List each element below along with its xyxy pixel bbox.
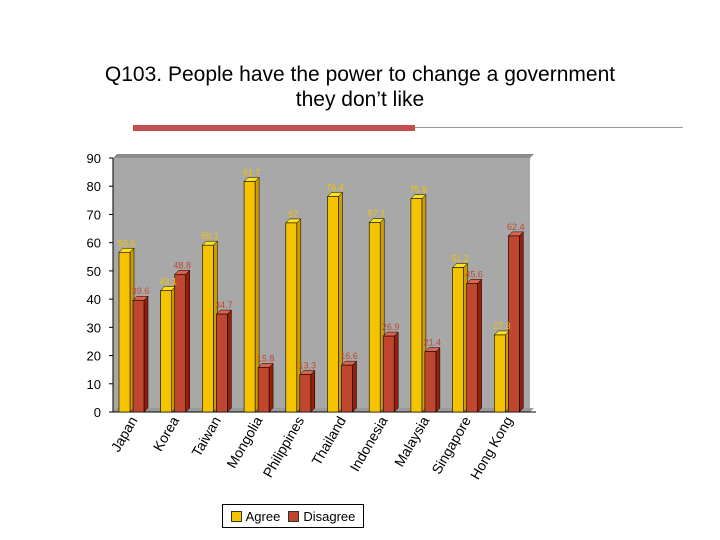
bar-disagree-side bbox=[519, 231, 524, 413]
y-tick-label: 70 bbox=[87, 207, 101, 222]
data-label-agree: 51.2 bbox=[451, 254, 469, 264]
x-category-label: Indonesia bbox=[346, 413, 390, 474]
y-tick-label: 80 bbox=[87, 179, 101, 194]
bar-disagree bbox=[424, 351, 437, 413]
bar-agree bbox=[410, 198, 423, 413]
data-label-disagree: 21.4 bbox=[424, 338, 442, 348]
bar-agree bbox=[452, 267, 464, 413]
x-category-label: Taiwan bbox=[188, 414, 224, 460]
chart-title: Q103. People have the power to change a … bbox=[104, 63, 616, 111]
data-label-agree: 59.1 bbox=[201, 231, 219, 241]
bar-disagree-side bbox=[185, 269, 190, 413]
bar-disagree-side bbox=[435, 347, 441, 413]
data-label-disagree: 15.8 bbox=[257, 353, 275, 363]
y-tick-label: 20 bbox=[87, 349, 101, 364]
data-label-agree: 76.4 bbox=[326, 182, 344, 192]
y-tick-label: 30 bbox=[87, 320, 101, 335]
bar-disagree bbox=[216, 313, 228, 413]
data-label-disagree: 26.9 bbox=[382, 322, 400, 332]
bar-disagree bbox=[299, 374, 312, 413]
bar-disagree-side bbox=[393, 331, 399, 413]
bar-disagree-side bbox=[227, 309, 232, 413]
data-label-agree: 67.1 bbox=[368, 209, 386, 219]
data-label-agree: 56.6 bbox=[118, 238, 136, 248]
bar-agree bbox=[243, 181, 256, 413]
legend-item-disagree: Disagree bbox=[288, 509, 355, 524]
data-label-agree: 75.6 bbox=[410, 185, 428, 195]
bar-chart: 0 10 20 30 40 50 60 70 80 90 56.6 39.6 Japan 43.1 48.8… bbox=[87, 151, 536, 483]
x-category-label: Japan bbox=[108, 414, 141, 455]
data-label-agree: 81.7 bbox=[243, 167, 261, 177]
chart-legend: Agree Disagree bbox=[222, 504, 364, 528]
data-label-disagree: 13.3 bbox=[299, 360, 317, 370]
y-tick-label: 60 bbox=[87, 236, 101, 251]
plot-top-edge bbox=[113, 154, 534, 158]
x-category-label: Philippines bbox=[260, 414, 308, 481]
bar-disagree-side bbox=[477, 278, 482, 413]
data-label-disagree: 39.6 bbox=[132, 286, 150, 296]
data-label-agree: 43.1 bbox=[159, 276, 177, 286]
x-category-label: Hong Kong bbox=[467, 414, 516, 483]
y-tick-label: 10 bbox=[87, 377, 101, 392]
y-tick-label: 0 bbox=[94, 405, 101, 420]
bar-disagree bbox=[174, 273, 186, 413]
y-tick-label: 40 bbox=[87, 292, 101, 307]
bar-disagree-side bbox=[352, 360, 357, 413]
bar-disagree bbox=[132, 299, 145, 413]
legend-swatch-agree bbox=[230, 510, 242, 522]
x-category-label: Mongolia bbox=[223, 413, 265, 470]
title-accent-rule bbox=[133, 125, 415, 131]
bar-agree bbox=[202, 244, 214, 413]
y-tick-label: 50 bbox=[87, 264, 101, 279]
bar-agree bbox=[493, 334, 506, 413]
data-label-disagree: 16.6 bbox=[340, 351, 358, 361]
legend-swatch-disagree bbox=[288, 510, 300, 522]
x-category-label: Singapore bbox=[428, 413, 474, 476]
bar-disagree bbox=[507, 235, 520, 413]
bar-disagree bbox=[382, 335, 395, 413]
bar-disagree-side bbox=[143, 295, 149, 413]
legend-item-agree: Agree bbox=[230, 508, 281, 524]
legend-label-agree: Agree bbox=[245, 508, 281, 524]
data-label-disagree: 62.4 bbox=[507, 222, 525, 232]
title-divider-line bbox=[415, 127, 683, 128]
bar-disagree bbox=[341, 364, 353, 413]
bar-disagree bbox=[466, 283, 478, 413]
bar-agree bbox=[285, 222, 298, 413]
bar-agree bbox=[368, 222, 381, 413]
x-category-label: Thailand bbox=[308, 414, 349, 469]
bar-disagree-side bbox=[310, 369, 316, 413]
data-label-disagree: 34.7 bbox=[215, 300, 233, 310]
bar-agree bbox=[327, 196, 339, 413]
legend-label-disagree: Disagree bbox=[303, 508, 356, 524]
y-tick-label: 90 bbox=[87, 151, 101, 166]
x-category-label: Malaysia bbox=[391, 413, 433, 469]
bar-disagree-side bbox=[268, 362, 274, 413]
bar-agree bbox=[160, 290, 172, 413]
bar-disagree bbox=[257, 367, 270, 413]
bar-agree bbox=[118, 251, 131, 413]
data-label-disagree: 48.8 bbox=[173, 260, 191, 270]
x-category-label: Korea bbox=[150, 413, 183, 454]
data-label-agree: 27.3 bbox=[493, 321, 511, 331]
data-label-agree: 67 bbox=[288, 209, 298, 219]
data-label-disagree: 45.6 bbox=[465, 269, 483, 279]
